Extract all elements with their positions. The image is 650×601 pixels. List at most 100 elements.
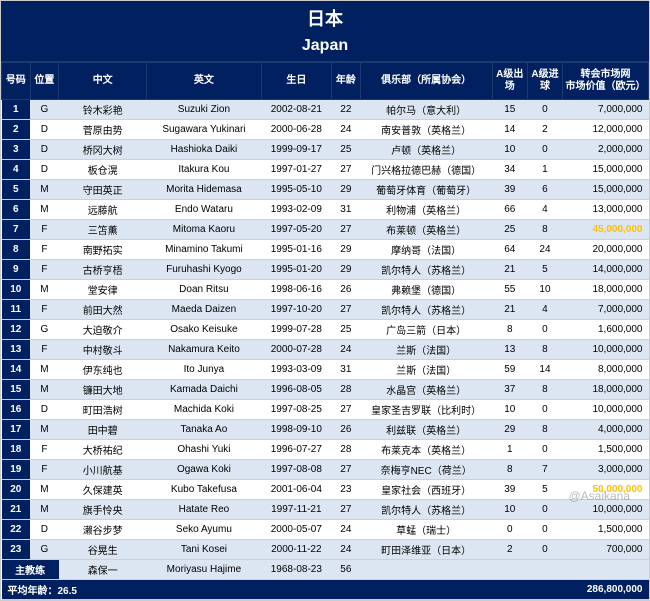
cell: 草蜢（瑞士） <box>360 520 492 540</box>
cell: Maeda Daizen <box>147 300 261 320</box>
cell: 0 <box>527 520 562 540</box>
cell: 1 <box>492 440 527 460</box>
table-row: 14M伊东纯也Ito Junya1993-03-0931兰斯（法国）59148,… <box>2 360 649 380</box>
cell: Hashioka Daiki <box>147 140 261 160</box>
cell: 2 <box>492 540 527 560</box>
cell: 27 <box>332 160 361 180</box>
cell: 9 <box>2 260 31 280</box>
cell: 1995-01-20 <box>261 260 331 280</box>
cell: 18,000,000 <box>563 280 649 300</box>
cell: 凯尔特人（苏格兰） <box>360 500 492 520</box>
cell: 59 <box>492 360 527 380</box>
cell: 2000-07-28 <box>261 340 331 360</box>
cell: 10 <box>492 140 527 160</box>
cell: 2002-08-21 <box>261 100 331 120</box>
cell: 伊东纯也 <box>59 360 147 380</box>
cell: 10 <box>492 500 527 520</box>
cell: 7,000,000 <box>563 100 649 120</box>
cell: 0 <box>527 500 562 520</box>
cell: 前田大然 <box>59 300 147 320</box>
cell: 田中碧 <box>59 420 147 440</box>
cell: Kubo Takefusa <box>147 480 261 500</box>
spacer <box>332 580 563 600</box>
roster-table: 号码位置中文英文生日年龄俱乐部（所属协会）A级出场A级进球转会市场网市场价值（欧… <box>1 62 649 600</box>
cell: 27 <box>332 220 361 240</box>
cell: 26 <box>332 280 361 300</box>
col-header: 年龄 <box>332 63 361 100</box>
cell: 谷晃生 <box>59 540 147 560</box>
col-header: 英文 <box>147 63 261 100</box>
table-row: 10M堂安律Doan Ritsu1998-06-1626弗赖堡（德国）55101… <box>2 280 649 300</box>
cell: 8 <box>527 220 562 240</box>
cell: 14 <box>492 120 527 140</box>
cell: 堂安律 <box>59 280 147 300</box>
cell: 28 <box>332 440 361 460</box>
cell: Ogawa Koki <box>147 460 261 480</box>
table-row: 3D桥冈大树Hashioka Daiki1999-09-1725卢顿（英格兰）1… <box>2 140 649 160</box>
cell: 64 <box>492 240 527 260</box>
table-row: 6M远藤航Endo Wataru1993-02-0931利物浦（英格兰）6641… <box>2 200 649 220</box>
cell: 0 <box>527 140 562 160</box>
col-header: 中文 <box>59 63 147 100</box>
cell: 大迫敬介 <box>59 320 147 340</box>
cell: 2000-11-22 <box>261 540 331 560</box>
cell: 8 <box>492 460 527 480</box>
cell: 8 <box>527 380 562 400</box>
cell: Nakamura Keito <box>147 340 261 360</box>
cell: 久保建英 <box>59 480 147 500</box>
table-row: 15M镰田大地Kamada Daichi1996-08-0528水晶宫（英格兰）… <box>2 380 649 400</box>
cell: Machida Koki <box>147 400 261 420</box>
cell: 28 <box>332 380 361 400</box>
cell: 凯尔特人（苏格兰） <box>360 300 492 320</box>
cell: 27 <box>332 460 361 480</box>
cell: 25 <box>332 140 361 160</box>
cell: 0 <box>527 100 562 120</box>
cell: 12,000,000 <box>563 120 649 140</box>
cell: 水晶宫（英格兰） <box>360 380 492 400</box>
cell: 2000-05-07 <box>261 520 331 540</box>
cell: 27 <box>332 400 361 420</box>
cell: 20,000,000 <box>563 240 649 260</box>
cell: 守田英正 <box>59 180 147 200</box>
cell: 帕尔马（意大利） <box>360 100 492 120</box>
cell: 2001-06-04 <box>261 480 331 500</box>
cell: 21 <box>2 500 31 520</box>
col-header: 生日 <box>261 63 331 100</box>
cell: 24 <box>527 240 562 260</box>
cell: 12 <box>2 320 31 340</box>
cell: 2 <box>527 120 562 140</box>
cell: 广岛三箭（日本） <box>360 320 492 340</box>
cell: 6 <box>2 200 31 220</box>
cell: 29 <box>492 420 527 440</box>
cell: 1998-06-16 <box>261 280 331 300</box>
cell: 23 <box>2 540 31 560</box>
cell: D <box>30 140 59 160</box>
cell: Endo Wataru <box>147 200 261 220</box>
cell: 22 <box>2 520 31 540</box>
cell: 1 <box>2 100 31 120</box>
cell: 29 <box>332 260 361 280</box>
cell: 6 <box>527 180 562 200</box>
cell: 8 <box>527 340 562 360</box>
cell: 1,600,000 <box>563 320 649 340</box>
cell: 布莱克本（英格兰） <box>360 440 492 460</box>
cell: 南野拓实 <box>59 240 147 260</box>
cell: 29 <box>332 240 361 260</box>
cell: 50,000,000 <box>563 480 649 500</box>
cell: 24 <box>332 520 361 540</box>
cell: 兰斯（法国） <box>360 360 492 380</box>
cell: 0 <box>527 400 562 420</box>
cell: 24 <box>332 340 361 360</box>
cell: 18,000,000 <box>563 380 649 400</box>
cell: Seko Ayumu <box>147 520 261 540</box>
cell: Tanaka Ao <box>147 420 261 440</box>
cell: 56 <box>332 560 361 580</box>
cell: D <box>30 160 59 180</box>
cell: 4 <box>2 160 31 180</box>
cell: 4 <box>527 300 562 320</box>
title-en: Japan <box>1 35 649 62</box>
cell: 1999-09-17 <box>261 140 331 160</box>
cell: 16 <box>2 400 31 420</box>
cell: 21 <box>492 300 527 320</box>
table-row: 18F大桥祐纪Ohashi Yuki1996-07-2728布莱克本（英格兰）1… <box>2 440 649 460</box>
